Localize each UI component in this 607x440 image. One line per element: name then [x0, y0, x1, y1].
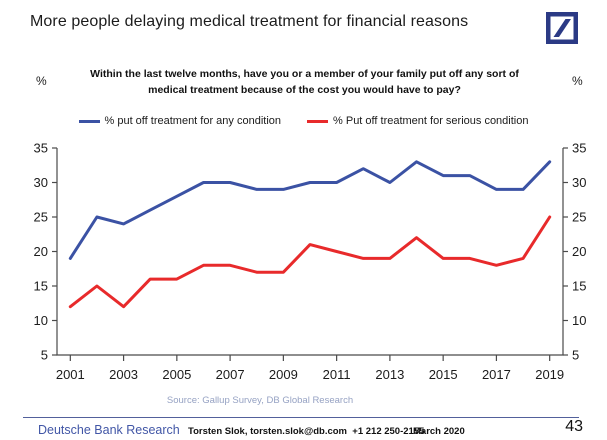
legend-item-serious-condition: % Put off treatment for serious conditio…	[307, 115, 528, 127]
footer-divider	[23, 417, 579, 418]
x-tick-label: 2019	[535, 367, 564, 382]
y-tick-label-left: 5	[41, 348, 48, 363]
x-tick-label: 2005	[162, 367, 191, 382]
legend-red-line-icon	[307, 119, 329, 123]
deutsche-bank-logo-icon	[546, 12, 578, 44]
page-title: More people delaying medical treatment f…	[30, 13, 469, 30]
y-axis-unit-left: %	[36, 74, 47, 88]
x-tick-label: 2013	[375, 367, 404, 382]
x-tick-label: 2003	[109, 367, 138, 382]
series-line-0	[68, 160, 552, 260]
y-tick-label-right: 15	[572, 279, 586, 294]
legend-item-any-condition: % put off treatment for any condition	[78, 115, 282, 127]
source-note: Source: Gallup Survey, DB Global Researc…	[166, 395, 354, 406]
footer-date: March 2020	[413, 426, 465, 437]
x-tick-label: 2009	[269, 367, 298, 382]
chart-question: Within the last twelve months, have you …	[90, 68, 519, 96]
footer-brand: Deutsche Bank Research	[38, 423, 180, 437]
y-tick-label-left: 25	[34, 210, 48, 225]
y-tick-label-left: 20	[34, 244, 48, 259]
x-tick-label: 2011	[323, 367, 351, 382]
chart-legend: % put off treatment for any condition % …	[0, 115, 607, 127]
x-tick-label: 2017	[482, 367, 511, 382]
page-number: 43	[565, 418, 583, 435]
x-tick-label: 2015	[429, 367, 458, 382]
y-axis-unit-right: %	[572, 74, 583, 88]
y-tick-label-right: 25	[572, 210, 586, 225]
series-line-1	[68, 215, 552, 309]
legend-label-any-condition: % put off treatment for any condition	[104, 115, 282, 127]
x-tick-label: 2001	[56, 367, 85, 382]
y-tick-label-left: 30	[34, 175, 48, 190]
y-tick-label-left: 35	[34, 141, 48, 156]
y-tick-label-left: 15	[34, 279, 48, 294]
footer-contact: Torsten Slok, torsten.slok@db.com +1 212…	[188, 426, 425, 437]
y-tick-label-right: 35	[572, 141, 586, 156]
y-tick-label-left: 10	[34, 313, 48, 328]
x-tick-label: 2007	[216, 367, 245, 382]
line-chart: 5 5 10 10 15 15 20 20 25 25 30 30 35 35 2001 2003 2005 20…	[34, 141, 587, 383]
legend-blue-line-icon	[78, 119, 100, 123]
axis-frame	[56, 148, 564, 356]
legend-label-serious-condition: % Put off treatment for serious conditio…	[333, 115, 529, 127]
y-tick-label-right: 30	[572, 175, 586, 190]
y-tick-label-right: 5	[572, 348, 579, 363]
y-tick-label-right: 10	[572, 313, 586, 328]
y-tick-label-right: 20	[572, 244, 586, 259]
